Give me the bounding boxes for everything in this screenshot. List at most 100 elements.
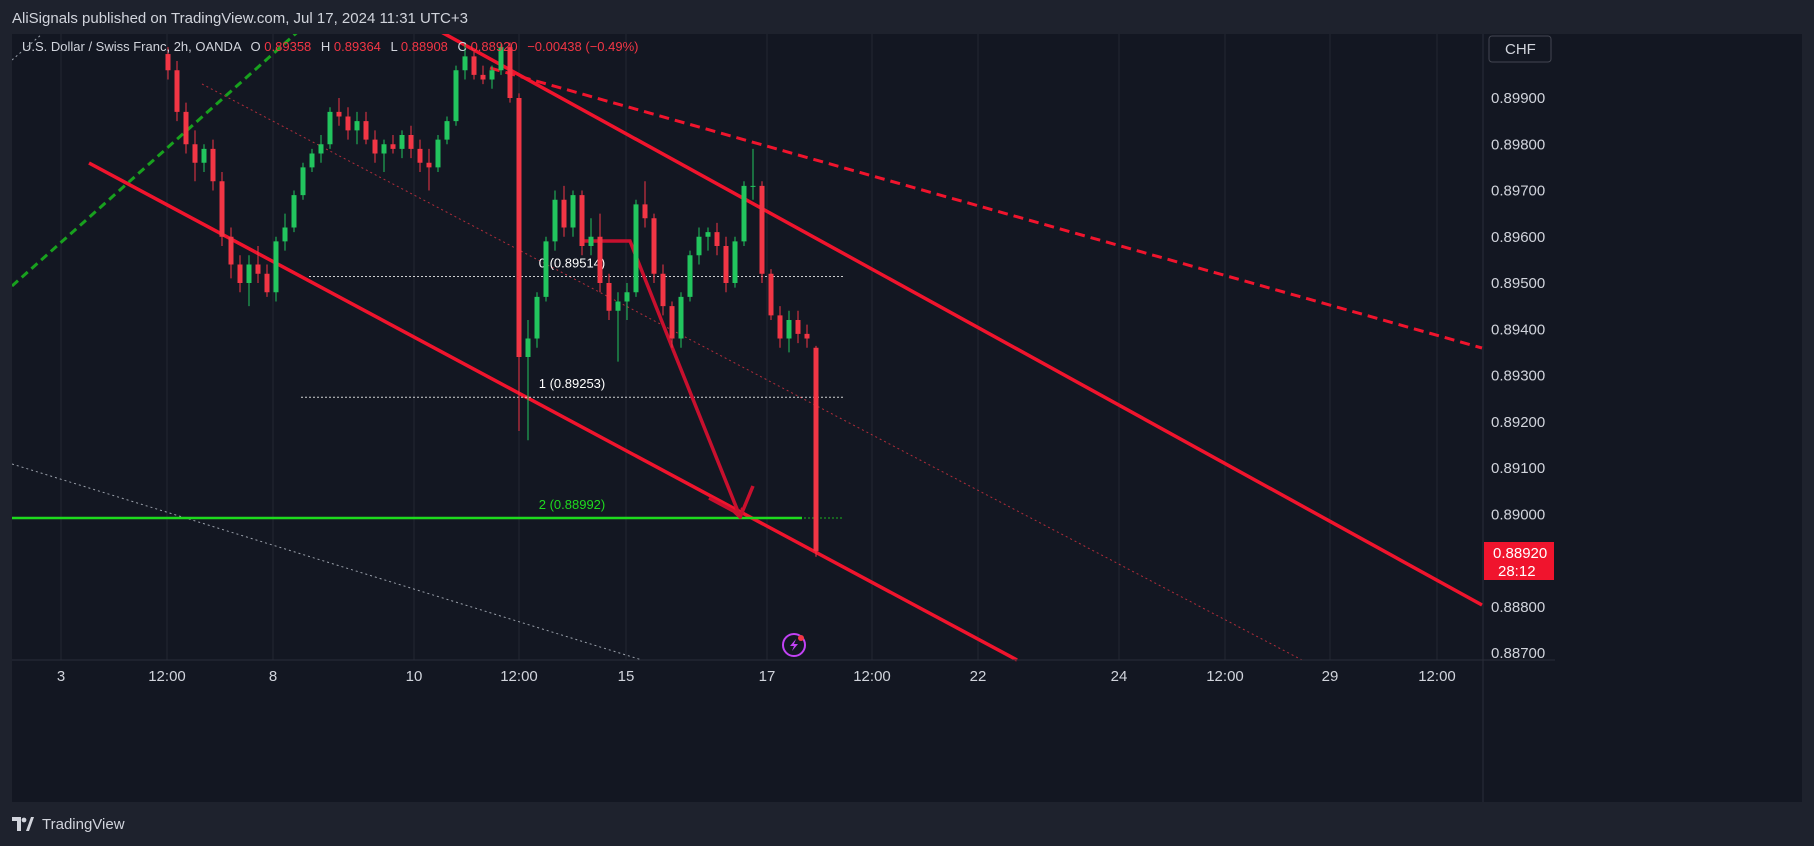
candle-body <box>777 315 783 339</box>
candle-body <box>174 70 180 112</box>
candle-body <box>228 236 234 265</box>
price-tick-label: 0.89800 <box>1491 136 1545 153</box>
candle-body <box>255 264 261 274</box>
time-tick-label: 22 <box>970 668 987 685</box>
candle-body <box>444 121 450 140</box>
candle-body <box>507 47 513 98</box>
ohlc-legend: U.S. Dollar / Swiss Franc, 2h, OANDA O 0… <box>22 39 639 54</box>
candle-body <box>498 47 504 71</box>
candle-body <box>372 139 378 154</box>
candle-body <box>489 70 495 80</box>
candle-body <box>273 241 279 293</box>
candle-body <box>399 135 405 149</box>
candle-body <box>453 70 459 122</box>
candle-body <box>408 135 414 149</box>
currency-label[interactable]: CHF <box>1505 41 1536 58</box>
candle-body <box>759 185 765 274</box>
h-value: 0.89364 <box>334 39 381 54</box>
candle-body <box>561 199 567 228</box>
candle-body <box>741 185 747 242</box>
price-tick-label: 0.89500 <box>1491 275 1545 292</box>
candle-body <box>165 54 171 71</box>
candle-body <box>633 204 639 293</box>
l-value: 0.88908 <box>401 39 448 54</box>
candle-body <box>660 273 666 307</box>
candle-body <box>291 195 297 228</box>
o-label: O <box>251 39 261 54</box>
candle-body <box>210 148 216 182</box>
candle-body <box>390 144 396 149</box>
candle-body <box>201 148 207 163</box>
candle-body <box>570 195 576 228</box>
candle-body <box>624 292 630 302</box>
candle-body <box>642 204 648 219</box>
lightning-icon[interactable] <box>782 633 806 657</box>
time-tick-label: 12:00 <box>500 668 538 685</box>
footer: TradingView <box>12 812 125 836</box>
change-value: −0.00438 (−0.49%) <box>527 39 638 54</box>
time-tick-label: 29 <box>1322 668 1339 685</box>
countdown-value: 28:12 <box>1498 563 1536 580</box>
time-tick-label: 12:00 <box>853 668 891 685</box>
candle-body <box>732 241 738 283</box>
price-tick-label: 0.89000 <box>1491 506 1545 523</box>
last-price-value: 0.88920 <box>1493 545 1547 562</box>
lower-channel-line <box>88 161 1018 662</box>
candle-body <box>480 74 486 80</box>
time-tick-label: 12:00 <box>1206 668 1244 685</box>
footer-brand: TradingView <box>42 815 125 833</box>
candle-body <box>579 195 585 246</box>
price-tick-label: 0.89300 <box>1491 368 1545 385</box>
candle-body <box>750 185 756 187</box>
candle-body <box>192 144 198 163</box>
candle-body <box>795 320 801 334</box>
price-tick-label: 0.89100 <box>1491 460 1545 477</box>
time-axis: 3 12:00 8 10 12:00 15 17 12:00 22 24 12:00 29 12:00 <box>57 668 1456 685</box>
symbol-label: U.S. Dollar / Swiss Franc, 2h, OANDA <box>22 39 242 54</box>
lower-dotted-trend-line <box>12 463 643 661</box>
projection-arrow-path <box>580 239 739 514</box>
candle-body <box>687 255 693 297</box>
price-tick-label: 0.89600 <box>1491 229 1545 246</box>
candle-body <box>264 273 270 293</box>
candle-body <box>363 121 369 140</box>
candle-body <box>318 144 324 154</box>
candle-body <box>597 236 603 283</box>
time-tick-label: 3 <box>57 668 65 685</box>
candle-body <box>282 227 288 242</box>
candle-body <box>462 56 468 71</box>
price-chart[interactable]: 0 (0.89514) 1 (0.89253) 2 (0.88992) 0.8990… <box>12 34 1802 802</box>
price-axis-bg[interactable] <box>1483 34 1555 802</box>
price-tick-label: 0.89400 <box>1491 321 1545 338</box>
time-tick-label: 17 <box>759 668 776 685</box>
currency-box[interactable] <box>1488 35 1552 63</box>
candle-body <box>354 121 360 131</box>
candle-body <box>237 264 243 283</box>
projection-arrowhead <box>708 485 755 518</box>
drawings-layer: 0 (0.89514) 1 (0.89253) 2 (0.88992) <box>12 34 1483 662</box>
candle-body <box>309 153 315 168</box>
candle-body <box>381 144 387 154</box>
price-tick-label: 0.88700 <box>1491 645 1545 662</box>
candle-body <box>615 301 621 311</box>
candle-body <box>714 232 720 246</box>
fib-level-label: 0 (0.89514) <box>539 256 606 271</box>
candle-body <box>606 283 612 311</box>
candle-body <box>435 139 441 168</box>
candle-body <box>588 236 594 246</box>
candle-body <box>768 273 774 316</box>
candle-body <box>543 241 549 297</box>
chart-area[interactable]: 0 (0.89514) 1 (0.89253) 2 (0.88992) 0.8990… <box>12 34 1802 802</box>
candle-body <box>723 246 729 283</box>
c-value: 0.88920 <box>471 39 518 54</box>
h-label: H <box>321 39 330 54</box>
candle-body <box>426 162 432 168</box>
time-tick-label: 15 <box>618 668 635 685</box>
price-axis: 0.89900 0.89800 0.89700 0.89600 0.89500 0.894… <box>1491 90 1545 662</box>
candle-body <box>669 306 675 339</box>
time-tick-label: 24 <box>1111 668 1128 685</box>
candle-body <box>525 338 531 357</box>
channel-median-line <box>201 83 1303 661</box>
c-label: C <box>458 39 467 54</box>
candle-body <box>804 333 810 339</box>
